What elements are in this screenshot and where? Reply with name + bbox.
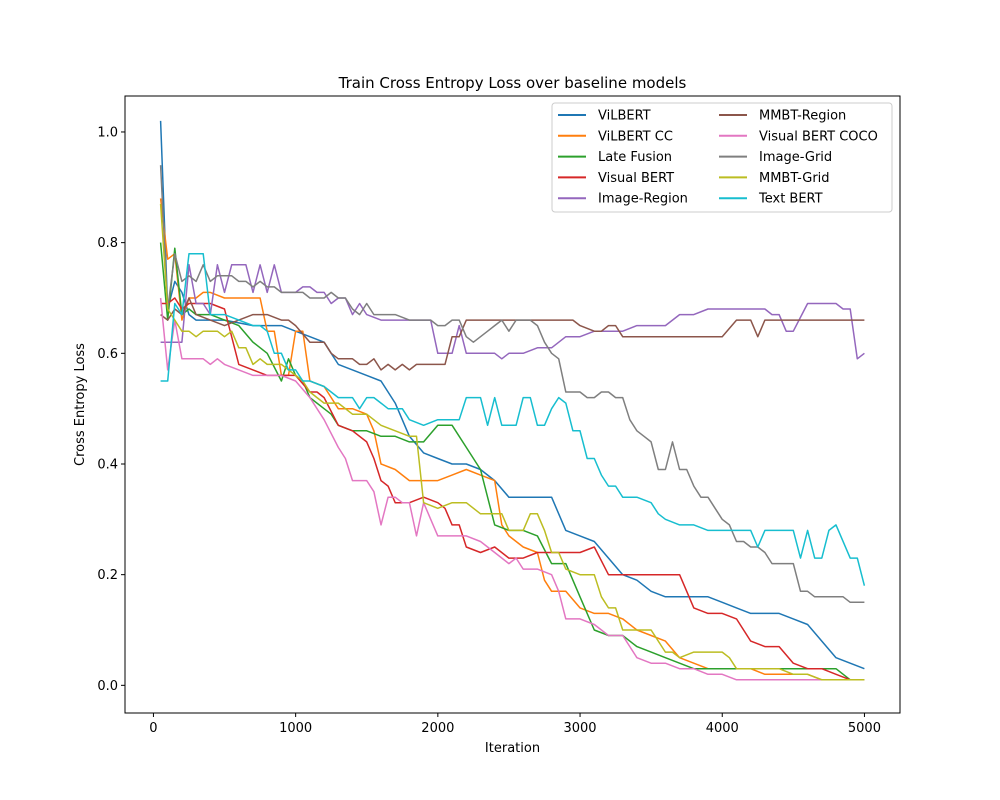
y-tick-label: 1.0 bbox=[97, 125, 118, 140]
legend-label: MMBT-Grid bbox=[759, 171, 830, 186]
legend: ViLBERT ViLBERT CC Late Fusion Visual BERT I… bbox=[551, 102, 893, 213]
series-line-5 bbox=[160, 264, 865, 360]
x-axis-label: Iteration bbox=[485, 741, 540, 756]
chart-title: Train Cross Entropy Loss over baseline m… bbox=[338, 74, 687, 92]
legend-label: Text BERT bbox=[758, 192, 823, 207]
series-line-4 bbox=[160, 297, 865, 681]
series-line-3 bbox=[159, 242, 865, 681]
x-tick-label: 0 bbox=[149, 721, 157, 736]
x-tick-label: 3000 bbox=[563, 721, 596, 736]
x-tick-label: 5000 bbox=[848, 721, 881, 736]
series-line-1 bbox=[159, 120, 865, 670]
legend-label: ViLBERT CC bbox=[598, 129, 673, 144]
series-line-9 bbox=[159, 203, 865, 681]
y-tick-label: 0.0 bbox=[97, 679, 118, 694]
y-tick-label: 0.8 bbox=[97, 236, 118, 251]
legend-label: Image-Grid bbox=[759, 150, 832, 165]
series-line-8 bbox=[159, 165, 865, 604]
legend-label: Visual BERT bbox=[598, 171, 674, 186]
series-line-10 bbox=[160, 252, 866, 586]
y-tick-label: 0.2 bbox=[97, 568, 118, 583]
legend-label: Image-Region bbox=[598, 192, 688, 207]
y-tick-label: 0.6 bbox=[97, 347, 118, 362]
y-axis: 0.0 0.2 0.4 0.6 0.8 1.0 bbox=[97, 125, 125, 694]
x-tick-label: 4000 bbox=[706, 721, 739, 736]
legend-label: MMBT-Region bbox=[759, 109, 846, 124]
series-line-6 bbox=[160, 297, 865, 371]
legend-label: Visual BERT COCO bbox=[759, 129, 878, 144]
y-tick-label: 0.4 bbox=[97, 457, 118, 472]
y-axis-label: Cross Entropy Loss bbox=[73, 343, 88, 466]
x-tick-label: 2000 bbox=[421, 721, 454, 736]
series-layer bbox=[159, 120, 866, 681]
series-line-7 bbox=[159, 297, 865, 681]
plot-frame bbox=[124, 95, 901, 714]
legend-label: ViLBERT bbox=[598, 109, 651, 124]
legend-label: Late Fusion bbox=[598, 150, 672, 165]
x-tick-label: 1000 bbox=[279, 721, 312, 736]
x-axis: 0 1000 2000 3000 4000 5000 bbox=[149, 713, 881, 736]
